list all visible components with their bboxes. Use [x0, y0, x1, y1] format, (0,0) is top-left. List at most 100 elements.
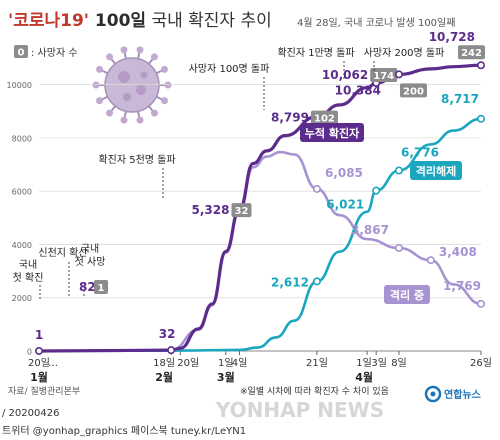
y-tick-label: 8000: [12, 134, 32, 143]
data-point-cumulative: [34, 346, 43, 355]
death-badge: [310, 110, 338, 125]
series-label-released: 격리해제: [410, 161, 462, 180]
page-title: '코로나19' 100일 국내 확진자 추이: [8, 11, 272, 31]
annotation-5000-cases: 확진자 5천명 돌파: [98, 154, 175, 166]
data-label-cumulative: 32: [159, 327, 176, 341]
footnote-text: ※일별 시차에 따라 확진자 수 차이 있음: [240, 385, 389, 397]
y-tick-label: 2000: [12, 294, 32, 303]
annotation-shincheonji: 신천지 확산: [38, 247, 87, 259]
data-label-isolation: 6,085: [325, 166, 363, 180]
y-tick-label: 4000: [12, 241, 32, 250]
death-badge-text: 32: [235, 206, 249, 217]
first-death-badge: [94, 280, 108, 294]
data-label-cumulative: 10,062: [322, 68, 368, 82]
yonhap-logo: [424, 385, 442, 403]
series-line-cumulative: [37, 63, 483, 353]
title-accent: '코로나19': [8, 11, 89, 31]
data-point-released: [394, 166, 403, 175]
data-point-cumulative: [394, 70, 403, 79]
data-point-isolation: [394, 243, 403, 252]
sns-links: 트위터 @yonhap_graphics 페이스북 tuney.kr/LeYN1: [2, 424, 246, 437]
virus-spike-tip: [136, 116, 144, 124]
series-label-cumulative: 누적 확진자: [300, 123, 364, 142]
svg-text:격리 중: 격리 중: [390, 288, 424, 302]
virus-spike-tip: [106, 109, 114, 117]
annotation-200-deaths: 사망자 200명 돌파: [364, 47, 445, 59]
first-death-count: 82: [79, 280, 96, 294]
virus-spike-tip: [160, 65, 168, 73]
x-month-label: 2월: [155, 370, 173, 384]
data-point-released: [372, 186, 381, 195]
death-badge-text: 102: [314, 114, 335, 125]
annotation-10000-cases: 확진자 1만명 돌파: [277, 47, 354, 59]
annotation-first-death: 국내 첫 사망: [75, 243, 106, 268]
death-badge: [399, 83, 427, 98]
data-point-isolation: [426, 256, 435, 265]
data-label-released: 6,776: [401, 146, 439, 160]
x-tick-label: 4일: [232, 357, 248, 369]
watermark: YONHAP NEWS: [215, 398, 384, 422]
x-tick-label: 8일: [391, 357, 407, 369]
virus-spike-tip: [120, 116, 128, 124]
data-label-cumulative: 10,384: [335, 83, 381, 97]
x-tick-label: 26일: [470, 357, 492, 369]
data-label-released: 8,717: [441, 92, 479, 106]
x-month-label: 4월: [355, 370, 373, 384]
x-axis-break: …: [48, 358, 58, 369]
grid-lines: [39, 84, 481, 352]
x-tick-label: 20일: [177, 357, 199, 369]
data-label-isolation: 3,408: [439, 245, 477, 259]
legend-badge: [14, 45, 28, 58]
death-badge: [458, 45, 485, 60]
death-badge-text: 174: [373, 71, 394, 82]
data-label-isolation: 1,769: [443, 279, 481, 293]
title-sub: 국내 확진자 추이: [146, 11, 272, 31]
data-point-cumulative: [476, 61, 485, 70]
first-death-badge-text: 1: [98, 283, 105, 294]
data-label-released: 6,021: [326, 198, 364, 212]
data-label-cumulative: 8,799: [271, 111, 309, 125]
virus-spike-tip: [96, 97, 104, 105]
x-tick-label: 18일: [153, 357, 175, 369]
data-point-isolation: [312, 184, 321, 193]
agency-name: 연합뉴스: [444, 388, 481, 401]
virus-spike-tip: [106, 53, 114, 61]
death-badge: [370, 67, 398, 82]
date-note: 4월 28일, 국내 코로나 발생 100일째: [297, 17, 455, 29]
source-text: 자료/ 질병관리본부: [8, 385, 80, 397]
series-lines: [37, 63, 483, 353]
data-point-cumulative: [167, 346, 176, 355]
death-badge-text: 242: [461, 48, 482, 59]
data-label-released: 2,612: [271, 275, 309, 289]
virus-spike-tip: [150, 53, 158, 61]
data-label-isolation: 3,867: [351, 223, 389, 237]
x-month-label: 3월: [217, 370, 235, 384]
legend-badge-text: 0: [18, 48, 25, 59]
virus-spike-tip: [136, 46, 144, 54]
death-badge-text: 200: [403, 86, 424, 97]
x-tick-label: 21일: [306, 357, 328, 369]
title-main: 100일: [89, 11, 146, 31]
series-line-isolation: [169, 150, 483, 352]
data-label-cumulative: 1: [35, 328, 43, 342]
data-point-released: [476, 114, 485, 123]
x-month-label: 1월: [30, 370, 48, 384]
y-tick-label: 0: [27, 348, 32, 357]
legend-label: : 사망자 수: [31, 47, 78, 59]
y-tick-label: 10000: [7, 81, 32, 90]
svg-text:격리해제: 격리해제: [416, 164, 456, 178]
y-tick-label: 6000: [12, 188, 32, 197]
virus-spike-tip: [96, 65, 104, 73]
series-label-isolation: 격리 중: [384, 285, 430, 304]
data-label-cumulative: 5,328: [192, 203, 230, 217]
x-tick-label: 3일: [371, 357, 387, 369]
y-axis: 0 2000 4000 6000 8000 10000: [7, 81, 32, 356]
data-point-isolation: [476, 299, 485, 308]
x-tick-label: 1일: [218, 357, 234, 369]
data-label-cumulative: 10,728: [429, 30, 475, 44]
virus-spike-tip: [120, 46, 128, 54]
event-annotations: 국내 첫 확진 신천지 확산 국내 첫 사망 확진자 5천명 돌파 사망자 100명…: [13, 47, 445, 300]
